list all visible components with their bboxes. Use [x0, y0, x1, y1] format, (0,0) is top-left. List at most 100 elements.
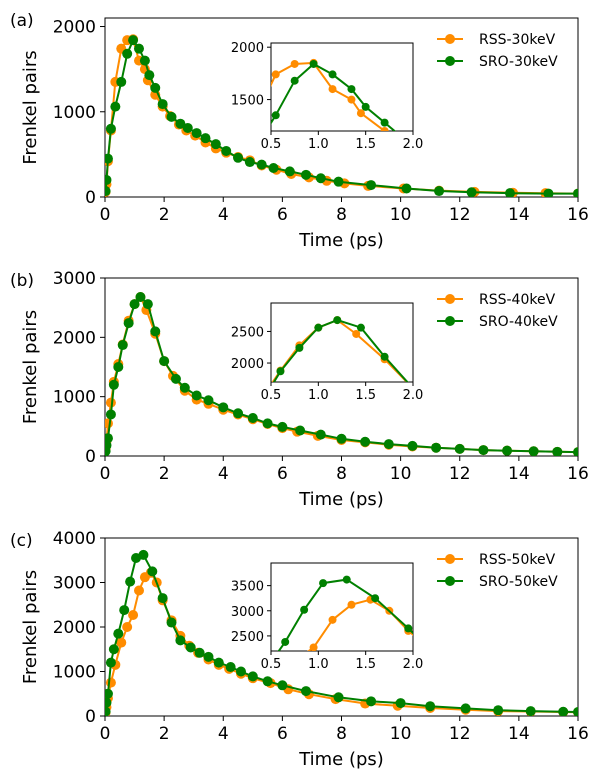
y-axis-label: Frenkel pairs — [20, 50, 41, 164]
inset-frame — [270, 562, 414, 652]
data-point — [147, 566, 158, 577]
x-tick-label: 16 — [567, 724, 589, 744]
x-tick-label: 10 — [390, 205, 412, 225]
data-point — [150, 82, 161, 93]
inset-data-point — [328, 70, 337, 79]
inset-x-tick-label: 1.5 — [355, 137, 376, 152]
data-point — [395, 698, 406, 709]
data-point — [159, 356, 170, 367]
inset-y-tick-label: 2000 — [231, 41, 264, 56]
data-point — [333, 176, 344, 187]
y-tick-label: 3000 — [53, 574, 96, 594]
data-point — [128, 35, 139, 46]
data-point — [431, 442, 442, 453]
data-point — [157, 99, 168, 110]
data-point — [573, 706, 578, 716]
inset-series-RSS-30keV — [271, 58, 389, 131]
x-tick-label: 12 — [449, 205, 471, 225]
data-point — [262, 676, 273, 687]
inset-y-tick-label: 2000 — [231, 357, 264, 372]
y-axis-label: Frenkel pairs — [20, 310, 41, 424]
data-point — [247, 413, 258, 424]
legend-label: RSS-40keV — [479, 292, 556, 308]
data-point — [105, 174, 112, 185]
data-point — [135, 291, 146, 302]
x-tick-label: 10 — [390, 464, 412, 484]
inset-data-point — [300, 605, 309, 614]
data-point — [552, 446, 563, 456]
legend-marker — [445, 294, 455, 304]
panel-3: 0 2 4 6 8 10 12 14 16 0 1000 2000 3000 4000 Time (ps) F… — [10, 529, 589, 770]
data-point — [460, 703, 471, 714]
inset-series-SRO-50keV — [277, 575, 413, 651]
legend-label: RSS-30keV — [479, 32, 556, 48]
y-tick-label: 1000 — [53, 388, 96, 408]
data-point — [221, 145, 232, 156]
panel-2: 0 2 4 6 8 10 12 14 16 0 1000 2000 3000 Time (ps) Frenk… — [10, 269, 589, 510]
x-tick-label: 16 — [567, 464, 589, 484]
x-tick-label: 2 — [159, 464, 170, 484]
data-point — [194, 647, 205, 658]
data-point — [256, 159, 267, 170]
inset-data-point — [347, 85, 356, 94]
inset-x-tick-label: 2.0 — [403, 388, 424, 403]
data-point — [233, 152, 244, 163]
y-tick-label: 3000 — [53, 269, 96, 289]
inset-data-point — [281, 637, 290, 646]
y-tick-label: 0 — [85, 188, 96, 208]
data-point — [133, 585, 144, 596]
panel-label: (b) — [10, 271, 34, 291]
x-tick-label: 4 — [218, 464, 229, 484]
data-point — [200, 133, 211, 144]
data-point — [105, 433, 113, 444]
data-point — [108, 379, 119, 390]
data-point — [144, 70, 155, 81]
data-point — [128, 609, 139, 620]
inset-series-line — [271, 61, 387, 131]
x-tick-label: 12 — [449, 464, 471, 484]
data-point — [150, 326, 161, 337]
x-axis-label: Time (ps) — [298, 489, 384, 510]
data-point — [333, 692, 344, 703]
x-tick-label: 0 — [100, 205, 111, 225]
inset-data-point — [319, 579, 328, 588]
data-point — [105, 706, 111, 716]
inset-data-point — [356, 323, 365, 332]
x-tick-label: 6 — [277, 724, 288, 744]
y-tick-label: 1000 — [53, 103, 96, 123]
data-point — [235, 666, 246, 677]
data-point — [108, 644, 119, 655]
inset-y-tick-label: 3000 — [231, 605, 264, 620]
data-point — [525, 706, 536, 716]
data-point — [203, 651, 214, 662]
data-point — [425, 701, 436, 712]
legend-marker — [445, 576, 455, 586]
data-point — [105, 657, 116, 668]
data-point — [284, 166, 295, 177]
inset-x-tick-label: 2.0 — [403, 657, 424, 672]
data-point — [502, 445, 513, 456]
inset-plot: 0.5 1.0 1.5 2.0 2000 2500 — [231, 302, 424, 403]
inset-data-point — [333, 316, 342, 325]
data-point — [434, 186, 445, 197]
data-point — [233, 408, 244, 419]
data-point — [366, 696, 377, 707]
x-tick-label: 12 — [449, 724, 471, 744]
inset-plot: 0.5 1.0 1.5 2.0 2500 3000 3500 — [231, 562, 424, 672]
panel-1: 0 2 4 6 8 10 12 14 16 0 1000 2000 Time (ps) Frenkel p… — [10, 11, 589, 251]
inset-x-tick-label: 0.5 — [261, 388, 282, 403]
inset-data-point — [380, 352, 389, 361]
x-tick-label: 8 — [336, 724, 347, 744]
x-tick-label: 6 — [277, 205, 288, 225]
inset-data-point — [309, 59, 318, 68]
x-tick-label: 4 — [218, 724, 229, 744]
inset-x-tick-label: 1.0 — [308, 388, 329, 403]
x-tick-label: 8 — [336, 205, 347, 225]
x-tick-label: 14 — [508, 205, 530, 225]
data-point — [123, 318, 134, 329]
x-tick-label: 16 — [567, 205, 589, 225]
data-point — [182, 122, 193, 133]
data-point — [105, 153, 113, 164]
data-point — [295, 425, 306, 436]
